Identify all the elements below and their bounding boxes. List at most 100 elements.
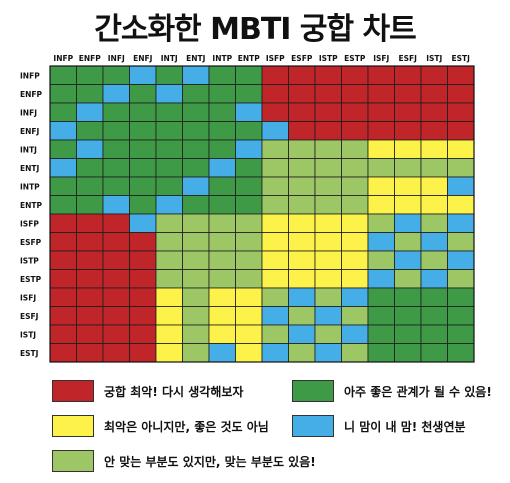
heatmap-cell-infp-estj xyxy=(447,65,475,85)
heatmap-cell-isfj-esfp xyxy=(288,287,316,307)
heatmap-cell-infp-infj xyxy=(102,65,130,85)
heatmap-cell-intj-enfj xyxy=(129,139,157,159)
heatmap-cell-enfj-entp xyxy=(235,121,263,141)
chart-title: 간소화한 MBTI 궁합 차트 xyxy=(94,12,416,47)
heatmap-cell-intp-intp xyxy=(208,176,236,196)
heatmap-cell-isfp-enfp xyxy=(76,213,104,233)
heatmap-cell-intj-infp xyxy=(49,139,77,159)
heatmap-cell-infj-entp xyxy=(235,102,263,122)
heatmap-cell-intp-esfj xyxy=(394,176,422,196)
heatmap-cell-enfp-entp xyxy=(235,84,263,104)
heatmap-cell-estp-esfp xyxy=(288,269,316,289)
heatmap-cell-istj-isfp xyxy=(261,324,289,344)
heatmap-cell-intj-istp xyxy=(314,139,342,159)
heatmap-cell-isfj-infj xyxy=(102,287,130,307)
heatmap-cell-isfp-istp xyxy=(314,213,342,233)
row-label-entj: ENTJ xyxy=(20,164,40,173)
heatmap-cell-entp-entj xyxy=(182,195,210,215)
heatmap-cell-infj-enfj xyxy=(129,102,157,122)
row-label-enfp: ENFP xyxy=(20,90,43,99)
heatmap-cell-istj-entp xyxy=(235,324,263,344)
column-label-enfj: ENFJ xyxy=(133,54,153,63)
legend-swatch-soulmate xyxy=(292,415,334,437)
heatmap-cell-infp-intj xyxy=(155,65,183,85)
heatmap-cell-entj-isfj xyxy=(367,158,395,178)
legend-label-soulmate: 니 맘이 내 맘! 천생연분 xyxy=(344,420,466,434)
heatmap-cell-intj-esfj xyxy=(394,139,422,159)
heatmap-cell-isfj-istj xyxy=(420,287,448,307)
row-label-estj: ESTJ xyxy=(20,349,39,358)
column-label-esfp: ESFP xyxy=(291,54,313,63)
heatmap-cell-esfj-intp xyxy=(208,306,236,326)
heatmap-cell-istj-enfp xyxy=(76,324,104,344)
heatmap-cell-enfj-enfj xyxy=(129,121,157,141)
heatmap-cell-isfj-intp xyxy=(208,287,236,307)
heatmap-cell-infp-enfj xyxy=(129,65,157,85)
heatmap-cell-esfp-entj xyxy=(182,232,210,252)
heatmap-cell-entp-entp xyxy=(235,195,263,215)
heatmap-cell-estp-esfj xyxy=(394,269,422,289)
heatmap-cell-intp-enfp xyxy=(76,176,104,196)
heatmap-cell-intj-estp xyxy=(341,139,369,159)
heatmap-cell-esfj-entj xyxy=(182,306,210,326)
column-label-intj: INTJ xyxy=(161,54,178,63)
heatmap-cell-intp-entp xyxy=(235,176,263,196)
heatmap-cell-intj-entj xyxy=(182,139,210,159)
row-label-isfp: ISFP xyxy=(20,219,39,228)
heatmap-cell-istp-enfp xyxy=(76,250,104,270)
column-label-esfj: ESFJ xyxy=(399,54,418,63)
heatmap-cell-istj-estj xyxy=(447,324,475,344)
heatmap-cell-infp-infp xyxy=(49,65,77,85)
heatmap-cell-istp-entj xyxy=(182,250,210,270)
heatmap-cell-estj-intj xyxy=(155,343,183,363)
heatmap-cell-entj-enfp xyxy=(76,158,104,178)
heatmap-cell-esfj-enfp xyxy=(76,306,104,326)
heatmap-cell-isfp-estp xyxy=(341,213,369,233)
heatmap-cell-infj-esfj xyxy=(394,102,422,122)
heatmap-cell-istj-entj xyxy=(182,324,210,344)
heatmap-cell-isfp-istj xyxy=(420,213,448,233)
heatmap-cell-istj-esfj xyxy=(394,324,422,344)
heatmap-cell-istj-istp xyxy=(314,324,342,344)
heatmap-cell-isfp-esfp xyxy=(288,213,316,233)
heatmap-cell-estj-isfj xyxy=(367,343,395,363)
heatmap-cell-istj-esfp xyxy=(288,324,316,344)
heatmap-cell-intj-entp xyxy=(235,139,263,159)
heatmap-cell-estj-infp xyxy=(49,343,77,363)
heatmap-cell-estj-esfp xyxy=(288,343,316,363)
heatmap-cell-estj-isfp xyxy=(261,343,289,363)
heatmap-cell-estj-intp xyxy=(208,343,236,363)
heatmap-cell-esfp-isfp xyxy=(261,232,289,252)
heatmap-cell-istp-isfj xyxy=(367,250,395,270)
heatmap-cell-esfp-isfj xyxy=(367,232,395,252)
heatmap-cell-enfj-entj xyxy=(182,121,210,141)
heatmap-cell-isfp-isfp xyxy=(261,213,289,233)
heatmap-cell-estp-estj xyxy=(447,269,475,289)
column-label-istj: ISTJ xyxy=(426,54,442,63)
row-label-estp: ESTP xyxy=(20,275,42,284)
heatmap-cell-esfp-intp xyxy=(208,232,236,252)
heatmap-cell-entj-istj xyxy=(420,158,448,178)
heatmap-cell-esfp-istp xyxy=(314,232,342,252)
heatmap-cell-entj-esfj xyxy=(394,158,422,178)
heatmap-cell-esfp-enfp xyxy=(76,232,104,252)
heatmap-cell-infp-esfp xyxy=(288,65,316,85)
heatmap-cell-infp-entp xyxy=(235,65,263,85)
heatmap-cell-entp-istp xyxy=(314,195,342,215)
heatmap-cell-entj-enfj xyxy=(129,158,157,178)
column-label-isfp: ISFP xyxy=(266,54,285,63)
heatmap-cell-enfp-entj xyxy=(182,84,210,104)
heatmap-cell-enfp-intj xyxy=(155,84,183,104)
heatmap-cell-enfj-estp xyxy=(341,121,369,141)
legend-label-worst: 궁합 최악! 다시 생각해보자 xyxy=(104,385,244,399)
heatmap-cell-estj-estj xyxy=(447,343,475,363)
heatmap-cell-istp-esfp xyxy=(288,250,316,270)
heatmap-cell-enfj-enfp xyxy=(76,121,104,141)
heatmap-cell-enfj-istj xyxy=(420,121,448,141)
heatmap-cell-isfj-entp xyxy=(235,287,263,307)
heatmap-cell-enfp-esfj xyxy=(394,84,422,104)
heatmap-cell-infj-infp xyxy=(49,102,77,122)
heatmap-cell-infp-istp xyxy=(314,65,342,85)
heatmap-cell-entp-enfj xyxy=(129,195,157,215)
heatmap-cell-infj-intj xyxy=(155,102,183,122)
